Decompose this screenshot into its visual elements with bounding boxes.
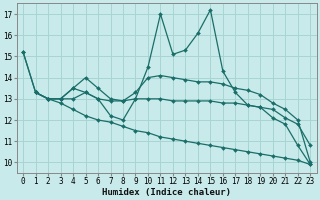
X-axis label: Humidex (Indice chaleur): Humidex (Indice chaleur) <box>102 188 231 197</box>
